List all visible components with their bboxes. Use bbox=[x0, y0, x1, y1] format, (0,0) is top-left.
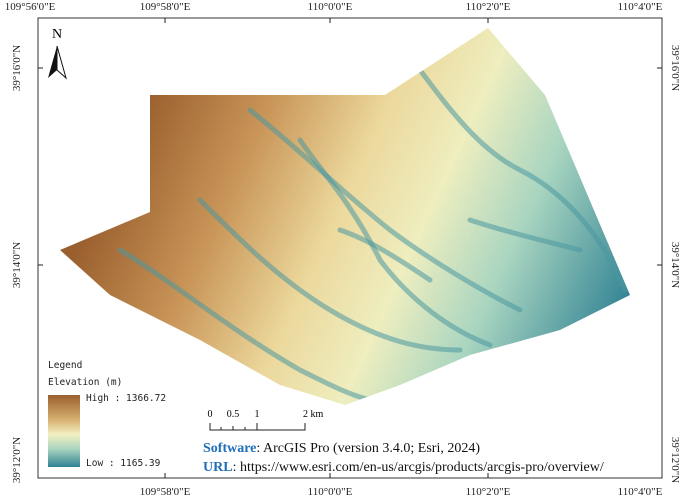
elevation-raster bbox=[60, 28, 630, 405]
lon-label: 110°0'0"E bbox=[308, 486, 353, 498]
lat-label: 39°14'0"N bbox=[669, 242, 681, 288]
scale-label: 0.5 bbox=[227, 409, 240, 420]
lon-label: 110°0'0"E bbox=[308, 1, 353, 13]
software-text: : ArcGIS Pro (version 3.4.0; Esri, 2024) bbox=[256, 441, 480, 456]
lon-label: 109°58'0"E bbox=[140, 1, 191, 13]
lon-label: 109°58'0"E bbox=[140, 486, 191, 498]
legend-low: Low : 1165.39 bbox=[86, 458, 161, 469]
lon-label: 109°56'0"E bbox=[5, 1, 56, 13]
lon-label: 110°4'0"E bbox=[618, 486, 663, 498]
lat-label: 39°12'0"N bbox=[669, 437, 681, 483]
longitude-labels-top: 109°56'0"E 109°58'0"E 110°0'0"E 110°2'0"… bbox=[5, 1, 663, 13]
north-arrow: N bbox=[48, 27, 67, 80]
lon-label: 110°2'0"E bbox=[466, 1, 511, 13]
lat-label: 39°14'0"N bbox=[11, 242, 23, 288]
software-label: Software bbox=[203, 441, 256, 456]
legend-title: Legend bbox=[48, 360, 82, 371]
graticule-ticks bbox=[38, 18, 662, 478]
latitude-labels-left: 39°16'0"N 39°14'0"N 39°12'0"N bbox=[11, 45, 23, 483]
scale-label: 2 km bbox=[303, 409, 324, 420]
longitude-labels-bottom: 109°58'0"E 110°0'0"E 110°2'0"E 110°4'0"E bbox=[140, 486, 663, 498]
legend-layer: Elevation (m) bbox=[48, 377, 122, 388]
scale-label: 0 bbox=[208, 409, 213, 420]
lat-label: 39°16'0"N bbox=[11, 45, 23, 91]
map-frame bbox=[37, 17, 663, 479]
url-credit: URL: https://www.esri.com/en-us/arcgis/p… bbox=[203, 460, 604, 475]
lat-label: 39°12'0"N bbox=[11, 437, 23, 483]
scale-label: 1 bbox=[255, 409, 260, 420]
url-label: URL bbox=[203, 460, 233, 475]
legend-high: High : 1366.72 bbox=[86, 393, 166, 404]
lat-label: 39°16'0"N bbox=[669, 45, 681, 91]
software-credit: Software: ArcGIS Pro (version 3.4.0; Esr… bbox=[203, 441, 480, 456]
lon-label: 110°2'0"E bbox=[466, 486, 511, 498]
legend-ramp bbox=[48, 395, 80, 467]
scale-bar: 0 0.5 1 2 km bbox=[208, 409, 324, 431]
latitude-labels-right: 39°16'0"N 39°14'0"N 39°12'0"N bbox=[669, 45, 681, 483]
credits: Software: ArcGIS Pro (version 3.4.0; Esr… bbox=[203, 441, 604, 475]
north-label: N bbox=[52, 27, 62, 42]
url-text: : https://www.esri.com/en-us/arcgis/prod… bbox=[233, 460, 604, 475]
legend: Legend Elevation (m) High : 1366.72 Low … bbox=[48, 360, 166, 469]
lon-label: 110°4'0"E bbox=[618, 1, 663, 13]
